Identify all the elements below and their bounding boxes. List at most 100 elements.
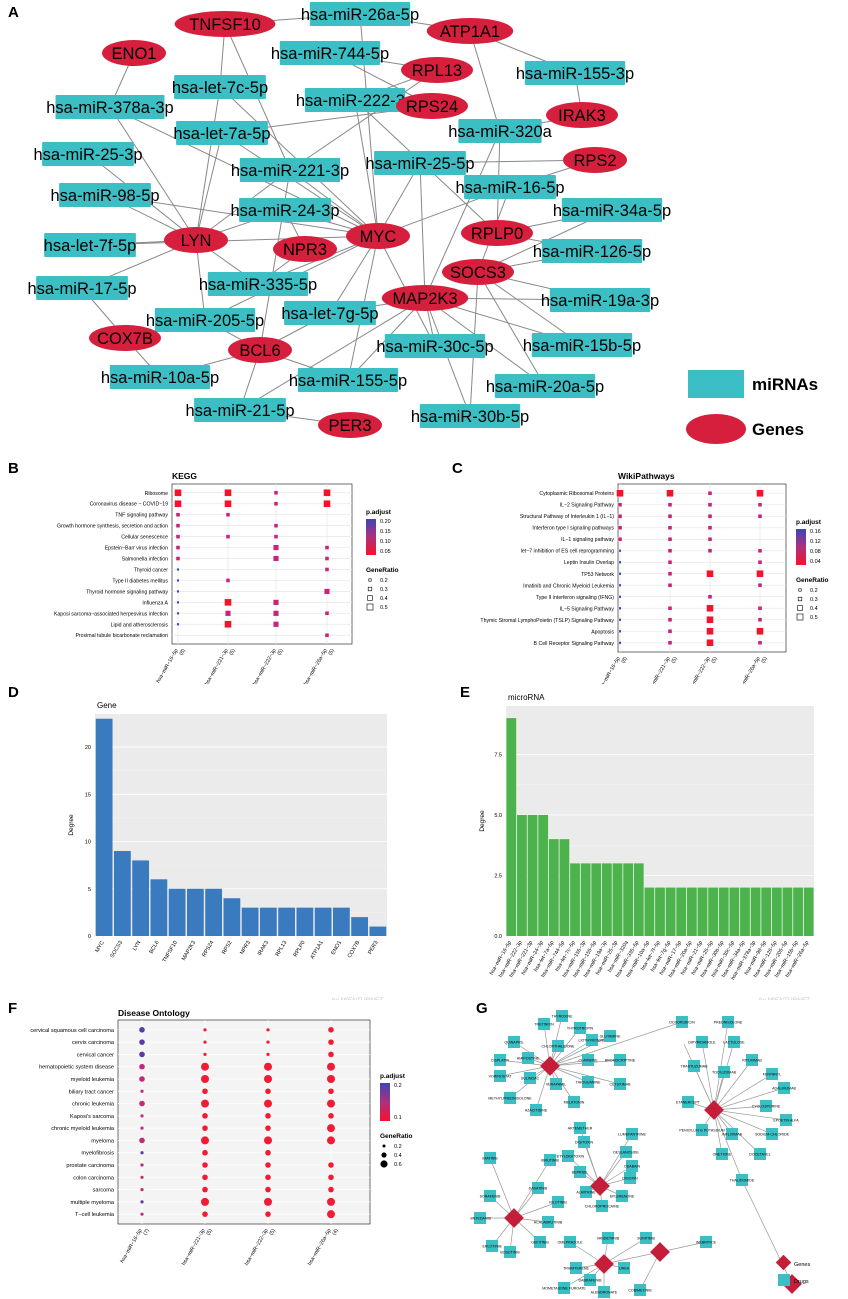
dot-8-1 — [202, 1125, 208, 1131]
drug-label-docetaxel: DOCETAXEL — [749, 1153, 771, 1157]
drug-node-alendronate — [598, 1286, 610, 1298]
dot-4-1 — [201, 1074, 209, 1083]
mirna-node-hsa-mir-744-5p — [279, 41, 381, 65]
gene-label-cox7b: COX7B — [97, 330, 153, 348]
group-count-1: (5) — [228, 648, 237, 657]
drug-label-trastuzumab: TRASTUZUMAB — [681, 1065, 709, 1069]
drug-edge-11 — [499, 1065, 551, 1077]
dot-7-0 — [140, 1114, 144, 1118]
dot-8-3 — [327, 1124, 335, 1133]
legend-color-tick-2: 0.08 — [810, 549, 821, 555]
bar-hsa-mir-222-3p — [517, 814, 527, 936]
y-tick-3: 7.5 — [494, 752, 502, 758]
dot-5-3 — [328, 1088, 334, 1095]
mirna-label-hsa-mir-378a-3p: hsa-miR-378a-3p — [46, 99, 173, 117]
dot-12-2 — [706, 627, 714, 635]
legend-size-title: GeneRatio — [366, 567, 399, 574]
bar-cox7b — [351, 917, 369, 936]
gene-node-lyn — [164, 227, 228, 253]
x-tick-per3: PER3 — [367, 940, 379, 955]
edge-hsa-let-7g-5p-myc — [329, 235, 379, 314]
dot-5-0 — [618, 549, 622, 553]
drug-edge-12 — [683, 1043, 715, 1111]
bar-hsa-let-7a-5p — [548, 839, 559, 936]
drug-label-sorafenib: SORAFENIB — [480, 1195, 501, 1199]
bar-hsa-mir-16-5p — [506, 718, 517, 936]
legend-size-mark-1 — [797, 596, 803, 602]
dot-10-2 — [265, 1149, 271, 1156]
term-label-influenza-a: Influenza A — [142, 600, 168, 606]
legend-color-tick-0: 0.2 — [394, 1083, 402, 1089]
gene-label-rps2: RPS2 — [573, 152, 616, 170]
dot-1-3 — [323, 500, 331, 508]
bar-hsa-mir-335-5p — [633, 863, 644, 936]
dot-10-1 — [224, 598, 232, 607]
dot-13-3 — [757, 640, 763, 645]
term-label-multiple-myeloma: multiple myeloma — [70, 1200, 114, 1206]
term-label-cervical-squamous-cell-carcinoma: cervical squamous cell carcinoma — [30, 1028, 115, 1034]
y-tick-1: 2.5 — [494, 873, 502, 879]
dot-11-0 — [618, 618, 622, 622]
drug-node-sunitinib — [640, 1232, 652, 1244]
drug-label-nilotinib: NILOTINIB — [549, 1201, 567, 1205]
dot-2-1 — [667, 514, 673, 519]
gene-hub-4 — [594, 1254, 614, 1274]
drug-label-deslanoside: DESLANOSIDE — [613, 1151, 639, 1155]
mirna-label-hsa-mir-155-3p: hsa-miR-155-3p — [516, 65, 634, 83]
drug-label-bosutinib: BOSUTINIB — [500, 1251, 520, 1255]
bar-rps2 — [223, 898, 241, 936]
drug-edge-16 — [549, 1065, 621, 1085]
edge-hsa-mir-15b-5p-socs3 — [477, 271, 583, 346]
mirna-node-hsa-let-7a-5p — [176, 121, 268, 145]
group-count-3: (5) — [760, 656, 769, 665]
gene-node-cox7b — [89, 325, 161, 351]
gene-node-rps2 — [563, 147, 627, 173]
mirna-node-hsa-mir-24-3p — [239, 198, 331, 222]
legend-size-mark-2 — [797, 605, 803, 611]
wikipathways-dotplot: WikiPathways Cytoplasmic Ribosomal Protei… — [480, 471, 828, 684]
edge-hsa-let-7c-5p-lyn — [195, 86, 221, 241]
drug-node-cyclosporine — [760, 1100, 772, 1112]
drug-node-vorinostat — [494, 1070, 506, 1082]
drug-node-urea — [618, 1262, 630, 1274]
dot-15-2 — [265, 1211, 271, 1217]
group-count-0: (8) — [620, 656, 629, 665]
dot-0-2 — [707, 491, 713, 496]
drug-label-etanercept: ETANERCEPT — [676, 1101, 701, 1105]
drug-node-imatinib — [484, 1152, 496, 1164]
legend-color-tick-3: 0.04 — [810, 559, 821, 565]
dot-1-0 — [617, 502, 623, 507]
group-label-3: hsa−miR−26a−5p — [736, 656, 762, 684]
term-label-growth-hormone-synthesis-secretion-and-action: Growth hormone synthesis, secretion and … — [57, 524, 168, 530]
bar-npr3 — [241, 907, 259, 936]
drug-label-adalimumab: ADALIMUMAB — [772, 1087, 796, 1091]
gene-label-rplp0: RPLP0 — [471, 225, 523, 243]
bar-irak3 — [259, 907, 277, 936]
drug-label-liothyronine: LIOTHYRONINE — [579, 1039, 607, 1043]
gene-label-tnfsf10: TNFSF10 — [189, 16, 261, 34]
group-label-1: hsa−miR−221−3p — [646, 656, 672, 684]
mirna-label-hsa-mir-744-5p: hsa-miR-744-5p — [271, 45, 389, 63]
dot-1-0 — [174, 500, 182, 508]
panel-label-e: E — [460, 684, 471, 701]
dot-12-1 — [667, 629, 673, 634]
dot-0-1 — [666, 489, 674, 497]
dot-3-0 — [617, 525, 623, 530]
legend-mirna-label: miRNAs — [752, 375, 818, 394]
drug-label-amipostine: AMIPOSTINE — [517, 1057, 540, 1061]
dot-1-1 — [203, 1040, 207, 1044]
drug-node-lactulose — [728, 1036, 740, 1048]
dot-4-2 — [264, 1074, 272, 1083]
dot-12-0 — [176, 622, 180, 626]
dot-5-2 — [265, 1088, 271, 1095]
drug-label-melatonin: MELATONIN — [564, 1101, 585, 1105]
dot-6-2 — [273, 555, 280, 562]
bar-hsa-mir-19a-3p — [602, 863, 612, 936]
gene-hub-0 — [540, 1056, 560, 1076]
drug-node-bepridil — [574, 1166, 586, 1178]
dot-11-1 — [224, 610, 231, 617]
bar-bcl6 — [150, 879, 168, 936]
group-label-2: hsa−miR−222−3p — [686, 656, 712, 684]
bar-hsa-mir-15b-5p — [793, 887, 803, 936]
drug-node-prednisolone — [722, 1016, 734, 1028]
